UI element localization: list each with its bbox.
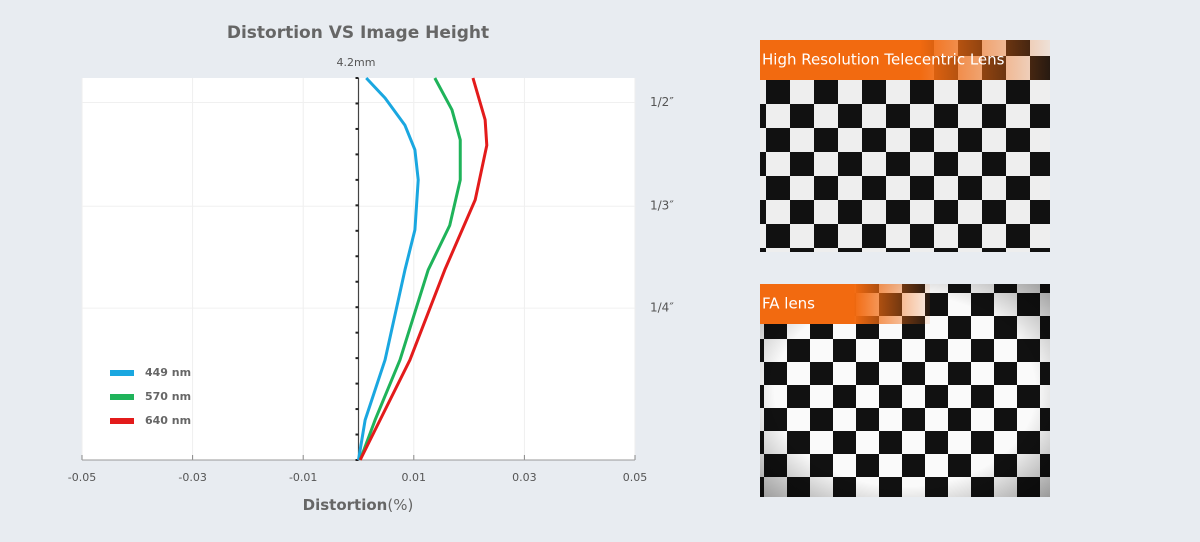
series-line [358, 77, 462, 461]
caption-bar [760, 284, 930, 324]
x-tick-label: -0.05 [68, 471, 96, 484]
x-tick-label: 0.01 [402, 471, 427, 484]
caption-bar [760, 40, 1050, 80]
series-line [358, 77, 489, 461]
x-tick-label: -0.01 [289, 471, 317, 484]
y-tick-label: 1/2″ [650, 95, 674, 109]
panel-caption: FA lens [762, 295, 815, 313]
legend-swatch [110, 394, 134, 400]
x-label: Distortion [303, 496, 388, 514]
x-label-unit: (%) [387, 496, 413, 514]
panel-2: FA lens [760, 284, 1050, 497]
x-tick-label: 0.03 [512, 471, 537, 484]
top-label: 4.2mm [337, 56, 376, 69]
legend-swatch [110, 370, 134, 376]
legend-label: 570 nm [145, 390, 191, 403]
legend-swatch [110, 418, 134, 424]
y-tick-label: 1/3″ [650, 199, 674, 213]
series-line [357, 76, 420, 461]
legend-label: 449 nm [145, 366, 191, 379]
legend-label: 640 nm [145, 414, 191, 427]
y-tick-label: 1/4″ [650, 301, 674, 315]
x-axis-label: Distortion(%) [303, 496, 414, 514]
panel-caption: High Resolution Telecentric Lens [762, 51, 1005, 69]
panel-1: High Resolution Telecentric Lens [760, 40, 1050, 252]
x-tick-label: -0.03 [178, 471, 206, 484]
chart-title: Distortion VS Image Height [227, 23, 489, 43]
x-tick-label: 0.05 [623, 471, 648, 484]
